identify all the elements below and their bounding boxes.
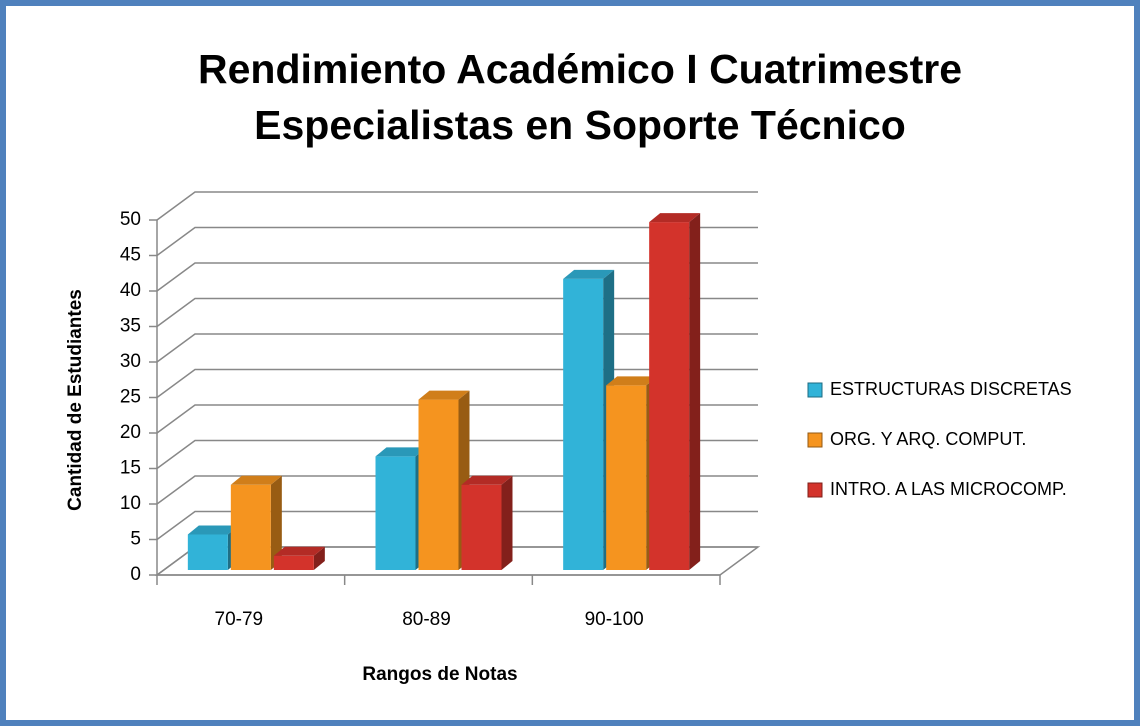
y-tick-label: 30 [120, 351, 141, 372]
y-tick-label: 20 [120, 422, 141, 443]
bar-top [273, 546, 325, 556]
chart-title: Rendimiento Académico I Cuatrimestre [198, 46, 962, 92]
chart-subtitle: Especialistas en Soporte Técnico [254, 102, 906, 148]
grid-line [156, 191, 758, 221]
bar [230, 475, 282, 570]
bar [649, 213, 701, 570]
bar-front [606, 385, 647, 570]
y-tick-label: 10 [120, 493, 141, 514]
bar-top [606, 376, 658, 386]
bar-top [375, 447, 427, 457]
bar-front [418, 399, 459, 570]
x-tick-label: 90-100 [585, 609, 644, 630]
legend-swatch [807, 482, 823, 498]
y-tick-label: 15 [120, 458, 141, 479]
bar-front [273, 555, 314, 570]
y-tick-label: 0 [130, 564, 141, 585]
grid-line [156, 262, 758, 292]
bar [418, 390, 470, 570]
bar-front [375, 456, 416, 570]
x-tick-label: 70-79 [215, 609, 264, 630]
bar-top [563, 269, 615, 279]
bar-front [461, 484, 502, 570]
legend-label: ESTRUCTURAS DISCRETAS [830, 379, 1072, 399]
y-tick-label: 5 [130, 529, 141, 550]
legend-label: ORG. Y ARQ. COMPUT. [830, 429, 1026, 449]
y-tick-label: 45 [120, 245, 141, 266]
y-axis-title: Cantidad de Estudiantes [65, 289, 86, 511]
grid-line [156, 226, 758, 257]
x-axis-title: Rangos de Notas [362, 664, 517, 685]
bar-top [418, 390, 470, 400]
y-tick-label: 35 [120, 316, 141, 337]
bar-top [461, 475, 513, 485]
bar-side [689, 213, 701, 570]
bar-front [187, 534, 228, 570]
bar-top [649, 213, 701, 223]
bar-front [563, 278, 604, 570]
bar-side [313, 546, 325, 570]
legend-label: INTRO. A LAS MICROCOMP. [830, 479, 1067, 499]
bar-side [270, 475, 282, 570]
bar-side [501, 475, 513, 570]
y-tick-label: 40 [120, 280, 141, 301]
bar [461, 475, 513, 570]
y-tick-label: 25 [120, 387, 141, 408]
bar [273, 546, 325, 570]
y-tick-label: 50 [120, 209, 141, 230]
legend-swatch [807, 432, 823, 448]
legend-swatch [807, 382, 823, 398]
bar-front [649, 222, 690, 570]
bar-front [230, 484, 271, 570]
bar-top [230, 475, 282, 485]
x-tick-label: 80-89 [402, 609, 451, 630]
bar-top [187, 525, 239, 535]
